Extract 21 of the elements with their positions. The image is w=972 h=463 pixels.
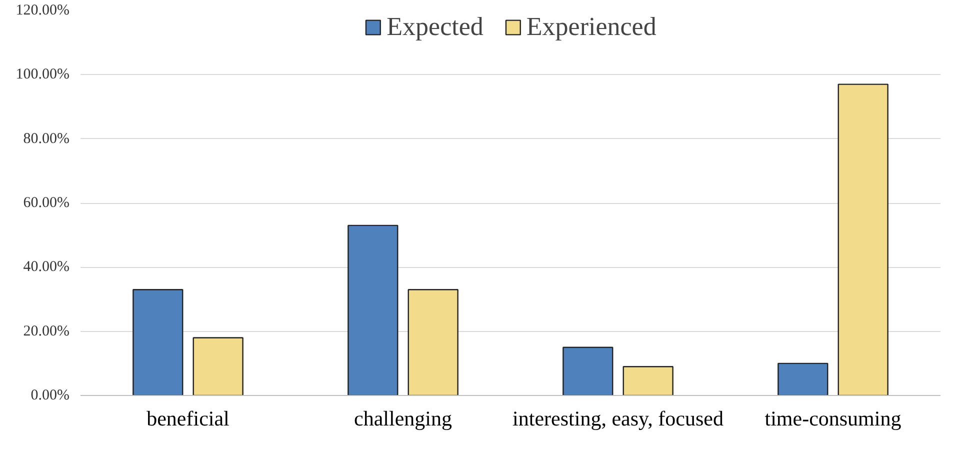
y-tick-label: 100.00%: [16, 66, 70, 83]
x-tick-label: interesting, easy, focused: [512, 406, 724, 430]
y-tick-label: 0.00%: [30, 388, 70, 404]
x-tick-label: challenging: [354, 406, 452, 430]
y-tick-label: 40.00%: [23, 259, 70, 276]
x-tick-label: time-consuming: [764, 406, 902, 430]
x-tick-label: beneficial: [146, 406, 230, 430]
bar: [408, 289, 458, 396]
bar: [192, 337, 244, 396]
y-tick-label: 60.00%: [23, 195, 70, 211]
y-tick-label: 120.00%: [16, 2, 70, 18]
bar: [838, 84, 888, 396]
bar: [622, 366, 674, 396]
bar: [778, 362, 828, 396]
y-tick-label: 20.00%: [23, 323, 70, 340]
bar: [562, 346, 614, 396]
bar: [348, 224, 398, 396]
legend-label: Expected: [386, 12, 484, 42]
legend-label: Experienced: [526, 12, 656, 42]
y-tick-label: 80.00%: [23, 130, 70, 147]
bar: [132, 289, 184, 396]
